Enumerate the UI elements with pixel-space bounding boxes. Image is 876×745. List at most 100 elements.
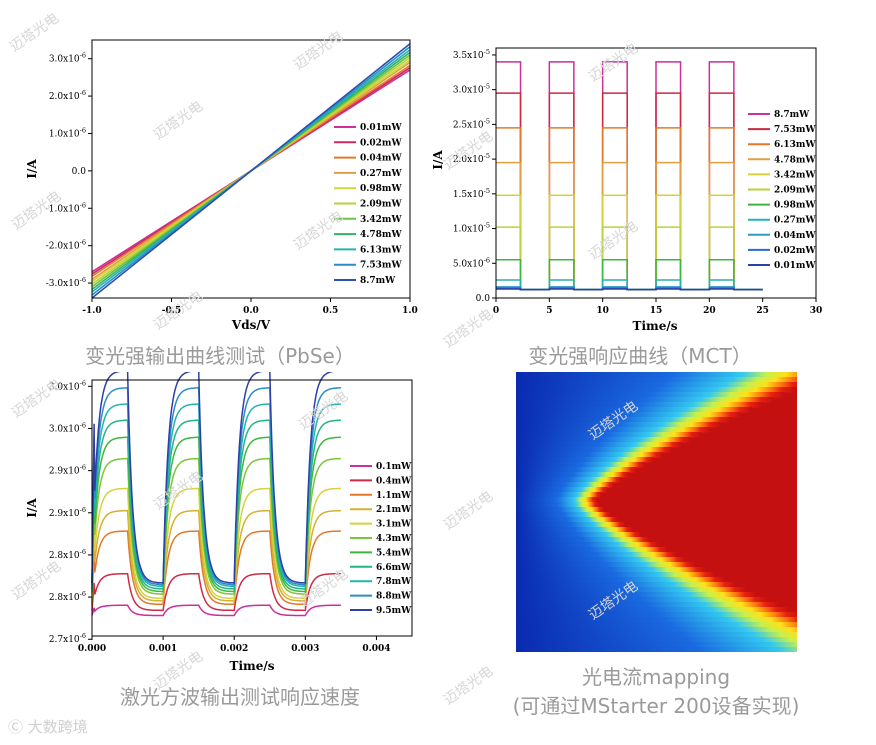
mapping-row — [516, 422, 721, 428]
sq-series-line — [91, 604, 341, 617]
mapping-row — [516, 537, 650, 543]
mapping-row — [516, 417, 731, 423]
mapping-row — [516, 402, 763, 408]
mapping-row — [516, 517, 618, 523]
mapping-row — [516, 372, 830, 378]
mct-ytick-label: 5.0x10-6 — [453, 256, 490, 269]
mct-legend-label: 6.13mW — [774, 140, 816, 150]
mct-legend-label: 0.27mW — [774, 216, 816, 226]
mapping-row — [516, 487, 608, 493]
mapping-row — [516, 642, 871, 648]
mct-legend-label: 4.78mW — [774, 155, 816, 165]
photocurrent-mapping — [516, 372, 876, 656]
iv-ytick-label: 1.0x10-6 — [49, 126, 86, 139]
sq-ytick-label: 3.0x10-6 — [49, 379, 86, 392]
mct-ytick-label: 3.5x10-5 — [453, 48, 490, 61]
sq-xtick-label: 0.000 — [78, 644, 106, 654]
mapping-row — [516, 622, 824, 628]
iv-xlabel: Vds/V — [231, 318, 271, 332]
sq-legend-label: 5.4mW — [376, 548, 412, 558]
sq-ytick-label: 2.7x10-6 — [49, 632, 86, 645]
iv-xtick-label: 1.0 — [402, 306, 418, 316]
mct-series-line — [496, 288, 763, 291]
mct-legend-label: 2.09mW — [774, 186, 816, 196]
iv-legend-label: 0.04mW — [360, 154, 402, 164]
mapping-row — [516, 577, 726, 583]
mapping-row — [516, 497, 597, 503]
mct-ytick-label: 1.0x10-5 — [453, 222, 490, 235]
sq-series-line — [91, 509, 341, 602]
mct-series-line — [496, 61, 763, 291]
mct-legend-label: 0.01mW — [774, 261, 816, 271]
mapping-row — [516, 432, 701, 438]
sq-ytick-label: 2.8x10-6 — [49, 548, 86, 561]
sq-series-line — [91, 436, 342, 593]
mapping-row — [516, 427, 711, 433]
mapping-row — [516, 527, 633, 533]
sq-legend-label: 8.8mW — [376, 592, 412, 602]
mapping-row — [516, 437, 691, 443]
mapping-row — [516, 532, 641, 538]
mct-xlabel: Time/s — [633, 319, 678, 333]
mapping-row — [516, 597, 768, 603]
mapping-row — [516, 592, 757, 598]
mct-series-line — [496, 259, 763, 291]
mct-ytick-label: 3.0x10-5 — [453, 83, 490, 96]
iv-ytick-label: 2.0x10-6 — [49, 89, 86, 102]
chart-iv-pbse-svg: -1.0 -0.5 0.0 0.5 1.0 3.0x10-6 2.0x10-6 1.0x10-… — [25, 39, 418, 332]
iv-xtick-label: 0.0 — [243, 306, 259, 316]
chart-iv-pbse: -1.0 -0.5 0.0 0.5 1.0 3.0x10-6 2.0x10-6 1.0x10-… — [0, 0, 430, 349]
watermark: 迈塔光电 — [441, 488, 497, 534]
photocurrent-mapping-image — [516, 372, 876, 653]
sq-xtick-label: 0.004 — [362, 644, 390, 654]
mct-legend-label: 0.04mW — [774, 231, 816, 241]
sq-ytick-label: 2.8x10-6 — [49, 590, 86, 603]
chart-response-mct: 0 5 10 15 20 25 30 3.5x10-5 3.0x10-5 2.5x10-5 2.0x… — [430, 0, 870, 349]
mapping-row — [516, 502, 599, 508]
sq-ytick-label: 2.9x10-6 — [49, 464, 86, 477]
mapping-row — [516, 612, 801, 618]
mapping-row — [516, 477, 622, 483]
iv-ytick-label: 3.0x10-6 — [49, 52, 86, 65]
sq-ytick-label: 2.9x10-6 — [49, 506, 86, 519]
mct-legend-label: 7.53mW — [774, 125, 816, 135]
mapping-row — [516, 522, 625, 528]
sq-legend-label: 1.1mW — [376, 491, 412, 501]
chart-square-wave-svg: 0.000 0.001 0.002 0.003 0.004 3.0x10-6 3.0x10-… — [25, 369, 413, 673]
mapping-row — [516, 557, 686, 563]
mct-xtick-label: 15 — [650, 306, 663, 316]
mct-xtick-label: 20 — [703, 306, 716, 316]
iv-ytick-label: -2.0x10-6 — [46, 239, 86, 252]
iv-ytick-label: -3.0x10-6 — [46, 276, 86, 289]
sq-ylabel: I/A — [25, 498, 39, 518]
caption-mapping-line2: (可通过MStarter 200设备实现) — [512, 694, 800, 718]
caption-iv-pbse: 变光强输出曲线测试（PbSe） — [85, 344, 355, 368]
mapping-row — [516, 377, 819, 383]
mapping-row — [516, 607, 790, 613]
iv-ytick-label: -1.0x10-6 — [46, 201, 86, 214]
mapping-row — [516, 382, 807, 388]
mapping-row — [516, 452, 663, 458]
sq-legend-label: 4.3mW — [376, 534, 412, 544]
mct-xtick-label: 30 — [810, 306, 823, 316]
mct-legend-label: 0.98mW — [774, 201, 816, 211]
mapping-row — [516, 482, 615, 488]
iv-legend-label: 6.13mW — [360, 245, 402, 255]
sq-legend-label: 2.1mW — [376, 505, 412, 515]
mapping-row — [516, 552, 677, 558]
mapping-row — [516, 617, 813, 623]
iv-legend-label: 2.09mW — [360, 200, 402, 210]
mapping-row — [516, 542, 659, 548]
sq-series-line — [91, 457, 342, 596]
mapping-row — [516, 442, 682, 448]
mapping-row — [516, 387, 796, 393]
mct-series-line — [496, 194, 763, 291]
iv-legend-label: 0.98mW — [360, 184, 402, 194]
mapping-row — [516, 602, 779, 608]
iv-ytick-label: 0.0 — [72, 167, 87, 177]
iv-xtick-label: 0.5 — [323, 306, 339, 316]
iv-ylabel: I/A — [25, 159, 39, 179]
iv-legend-label: 0.02mW — [360, 138, 402, 148]
sq-xlabel: Time/s — [230, 659, 275, 673]
mapping-row — [516, 472, 629, 478]
